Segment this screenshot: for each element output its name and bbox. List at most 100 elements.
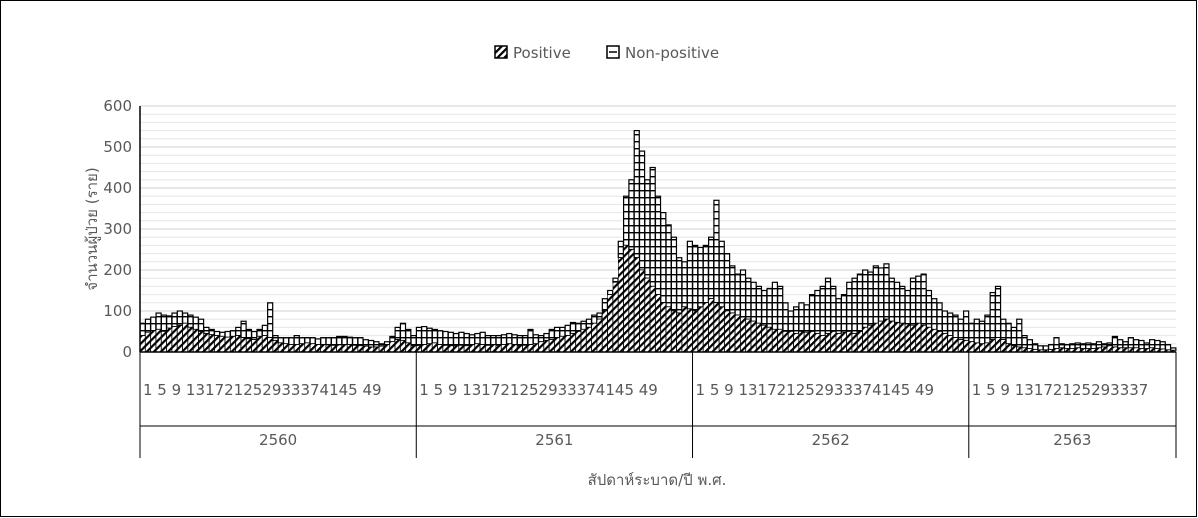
bar-non-positive: [293, 335, 300, 346]
bar-positive: [341, 344, 348, 353]
bar-non-positive: [187, 314, 194, 329]
bar-non-positive: [490, 335, 497, 346]
bar-non-positive: [362, 339, 369, 347]
bar-non-positive: [1138, 339, 1145, 350]
bar-non-positive: [883, 263, 890, 320]
bar-positive: [198, 331, 204, 353]
bar-positive: [442, 345, 449, 353]
bar-non-positive: [729, 265, 736, 314]
bar-positive: [447, 345, 454, 353]
bar-non-positive: [325, 337, 332, 346]
bar-positive: [283, 343, 289, 353]
bar-non-positive: [1053, 337, 1060, 350]
bar-non-positive: [447, 331, 454, 347]
bar-non-positive: [1095, 341, 1103, 349]
bar-non-positive: [649, 166, 656, 288]
bar-positive: [559, 336, 566, 353]
bar-non-positive: [1069, 343, 1076, 350]
bar-non-positive: [888, 277, 895, 322]
bar-non-positive: [219, 331, 226, 338]
y-tick-label: 500: [103, 138, 132, 156]
bar-non-positive: [452, 332, 460, 347]
bar-non-positive: [644, 179, 651, 279]
bar-non-positive: [793, 306, 800, 335]
bar-positive: [809, 331, 815, 353]
bar-non-positive: [601, 298, 608, 312]
bar-positive: [734, 314, 741, 353]
bar-non-positive: [931, 298, 938, 331]
bar-positive: [958, 339, 964, 353]
bar-non-positive: [421, 325, 428, 346]
bar-non-positive: [500, 334, 508, 346]
bar-non-positive: [1090, 343, 1097, 350]
bar-positive: [187, 327, 194, 353]
legend-swatch-positive: [494, 45, 508, 59]
bar-non-positive: [139, 322, 146, 337]
bar-non-positive: [298, 337, 306, 345]
bar-positive: [894, 322, 900, 353]
y-tick-label: 400: [103, 179, 132, 197]
bar-non-positive: [1058, 343, 1065, 349]
bar-positive: [926, 327, 932, 353]
bar-positive: [378, 345, 385, 353]
bar-non-positive: [537, 335, 545, 343]
bar-non-positive: [527, 328, 534, 346]
bar-positive: [772, 329, 778, 353]
bar-non-positive: [755, 285, 763, 324]
week-tick-labels: 1 5 9 131721252933374145 49: [419, 381, 658, 399]
bar-non-positive: [633, 130, 640, 259]
bar-positive: [548, 339, 555, 353]
bar-non-positive: [1111, 335, 1119, 348]
bar-positive: [835, 333, 842, 353]
bar-positive: [989, 339, 996, 353]
bar-non-positive: [394, 326, 401, 341]
bar-non-positive: [208, 328, 215, 336]
bar-positive: [607, 294, 614, 353]
bar-non-positive: [702, 244, 709, 304]
bar-positive: [787, 331, 794, 353]
bar-positive: [304, 342, 311, 353]
bar-positive: [867, 325, 874, 353]
bar-non-positive: [1106, 342, 1113, 347]
bar-positive: [612, 281, 619, 353]
bar-positive: [995, 337, 1001, 353]
bar-non-positive: [304, 337, 311, 344]
bar-non-positive: [697, 246, 704, 308]
bar-non-positive: [862, 269, 869, 329]
bar-positive: [410, 345, 417, 353]
bar-positive: [931, 329, 938, 353]
bar-non-positive: [1101, 343, 1108, 348]
bar-non-positive: [814, 289, 821, 335]
bar-non-positive: [458, 331, 465, 347]
bar-positive: [851, 333, 858, 353]
bar-non-positive: [282, 337, 290, 345]
x-axis: 1 5 9 131721252933374145 49 2560 1 5 9 131…: [139, 106, 1177, 458]
bar-positive: [899, 322, 906, 353]
bar-non-positive: [1133, 339, 1140, 349]
bar-non-positive: [197, 318, 205, 333]
bar-positive: [495, 345, 502, 353]
bar-non-positive: [1063, 344, 1071, 350]
bar-non-positive: [840, 294, 848, 333]
bar-non-positive: [160, 314, 168, 333]
bar-non-positive: [245, 328, 253, 340]
bar-non-positive: [341, 335, 348, 346]
bar-positive: [421, 344, 428, 353]
bar-non-positive: [787, 310, 794, 333]
bar-positive: [841, 332, 847, 353]
bar-non-positive: [718, 240, 725, 308]
bar-positive: [527, 344, 534, 353]
bar-non-positive: [144, 318, 152, 333]
bar-positive: [532, 343, 539, 353]
bar-positive: [224, 336, 231, 353]
bar-positive: [676, 312, 683, 353]
bar-non-positive: [442, 330, 449, 347]
bar-non-positive: [171, 312, 178, 328]
bar-positive: [1011, 345, 1017, 353]
bar-positive: [564, 335, 571, 353]
bar-non-positive: [878, 267, 885, 322]
bar-positive: [432, 342, 438, 353]
y-tick-label: 0: [122, 343, 132, 361]
bar-non-positive: [925, 289, 933, 329]
bar-non-positive: [463, 332, 470, 347]
